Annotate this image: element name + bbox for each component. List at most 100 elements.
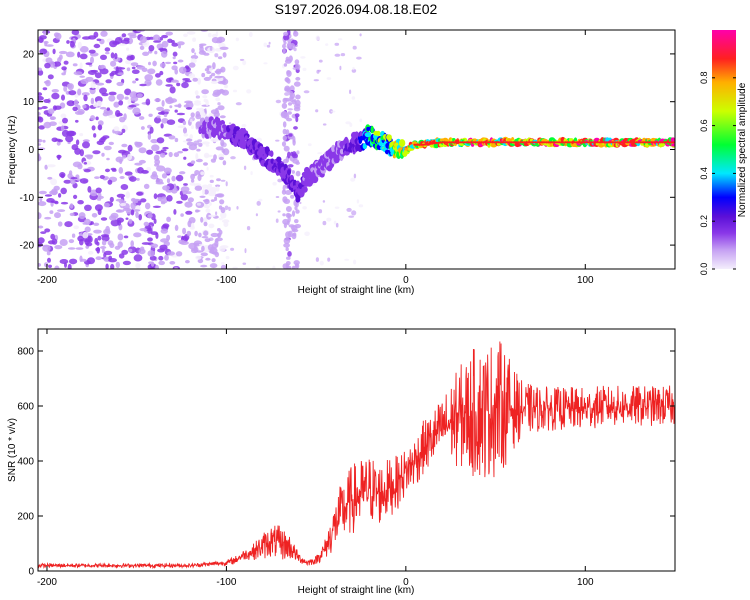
noise-speckle	[195, 95, 200, 99]
noise-speckle	[42, 139, 46, 143]
noise-speckle	[219, 115, 226, 119]
noise-speckle	[318, 209, 323, 214]
noise-speckle	[190, 222, 195, 229]
noise-speckle	[46, 198, 55, 203]
noise-speckle	[345, 121, 351, 125]
noise-speckle	[214, 196, 218, 201]
noise-speckle	[180, 186, 190, 193]
streak-speckle	[295, 201, 299, 208]
noise-speckle	[47, 74, 54, 80]
noise-speckle	[217, 56, 223, 60]
noise-speckle	[177, 59, 184, 63]
noise-speckle	[79, 149, 85, 157]
noise-speckle	[207, 183, 213, 187]
noise-speckle	[195, 255, 202, 260]
noise-speckle	[68, 239, 75, 244]
noise-speckle	[176, 112, 186, 116]
noise-speckle	[95, 187, 102, 194]
noise-speckle	[165, 31, 173, 36]
noise-speckle	[216, 178, 221, 182]
noise-speckle	[203, 162, 208, 166]
noise-speckle	[204, 108, 207, 114]
noise-speckle	[83, 162, 88, 165]
noise-speckle	[77, 51, 81, 58]
noise-speckle	[97, 192, 102, 198]
signal-core	[650, 141, 654, 144]
noise-speckle	[77, 235, 84, 242]
noise-speckle	[145, 98, 151, 106]
noise-speckle	[208, 223, 215, 229]
noise-speckle	[48, 121, 57, 126]
noise-speckle	[201, 112, 206, 116]
signal-cell	[306, 170, 313, 179]
noise-speckle	[201, 184, 209, 189]
noise-speckle	[190, 125, 194, 130]
noise-speckle	[199, 44, 204, 49]
noise-speckle	[186, 138, 193, 142]
noise-speckle	[69, 41, 75, 48]
noise-speckle	[228, 206, 231, 211]
streak-speckle	[287, 164, 294, 168]
noise-speckle	[40, 231, 47, 235]
noise-speckle	[159, 244, 168, 251]
noise-speckle	[180, 213, 184, 217]
noise-speckle	[194, 230, 198, 237]
noise-speckle	[212, 251, 219, 255]
noise-speckle	[208, 237, 214, 241]
noise-speckle	[219, 199, 225, 205]
noise-speckle	[140, 198, 147, 203]
noise-speckle	[138, 147, 147, 154]
noise-speckle	[142, 51, 150, 56]
noise-speckle	[50, 233, 56, 240]
noise-speckle	[189, 119, 193, 123]
noise-speckle	[38, 153, 41, 161]
signal-core	[467, 141, 470, 144]
noise-speckle	[109, 196, 114, 203]
spectrogram-ylabel: Frequency (Hz)	[7, 116, 18, 185]
noise-speckle	[162, 223, 170, 229]
noise-speckle	[275, 139, 280, 142]
streak-speckle	[287, 213, 292, 218]
signal-core	[482, 141, 486, 144]
noise-speckle	[334, 53, 341, 57]
signal-core	[570, 141, 574, 144]
noise-speckle	[200, 264, 208, 268]
noise-speckle	[214, 53, 219, 58]
signal-core	[540, 141, 544, 144]
noise-speckle	[129, 91, 138, 99]
signal-core	[523, 141, 526, 144]
noise-speckle	[192, 77, 198, 82]
noise-speckle	[153, 218, 157, 224]
noise-speckle	[241, 123, 247, 128]
signal-core	[417, 143, 421, 146]
noise-speckle	[132, 107, 141, 115]
noise-speckle	[57, 139, 64, 143]
noise-speckle	[165, 97, 173, 103]
streak-speckle	[282, 213, 286, 217]
noise-speckle	[41, 106, 48, 109]
streak-speckle	[282, 135, 287, 141]
noise-speckle	[198, 243, 204, 247]
signal-core	[592, 141, 595, 144]
noise-speckle	[65, 135, 74, 143]
signal-core	[667, 141, 671, 144]
signal-core	[484, 141, 488, 144]
noise-speckle	[69, 258, 78, 265]
signal-core	[506, 141, 509, 144]
noise-speckle	[272, 265, 276, 269]
noise-speckle	[205, 208, 211, 213]
noise-speckle	[162, 146, 169, 150]
colorbar-label: Normalized spectral amplitude	[737, 82, 748, 217]
noise-speckle	[45, 57, 53, 64]
noise-speckle	[170, 79, 179, 83]
noise-speckle	[209, 188, 217, 195]
noise-speckle	[77, 88, 82, 96]
noise-speckle	[120, 184, 129, 190]
noise-speckle	[45, 79, 51, 87]
signal-cell	[387, 135, 392, 143]
noise-speckle	[215, 31, 219, 37]
noise-speckle	[318, 59, 323, 63]
noise-speckle	[119, 176, 125, 179]
noise-speckle	[107, 179, 113, 185]
streak-speckle	[294, 206, 298, 211]
